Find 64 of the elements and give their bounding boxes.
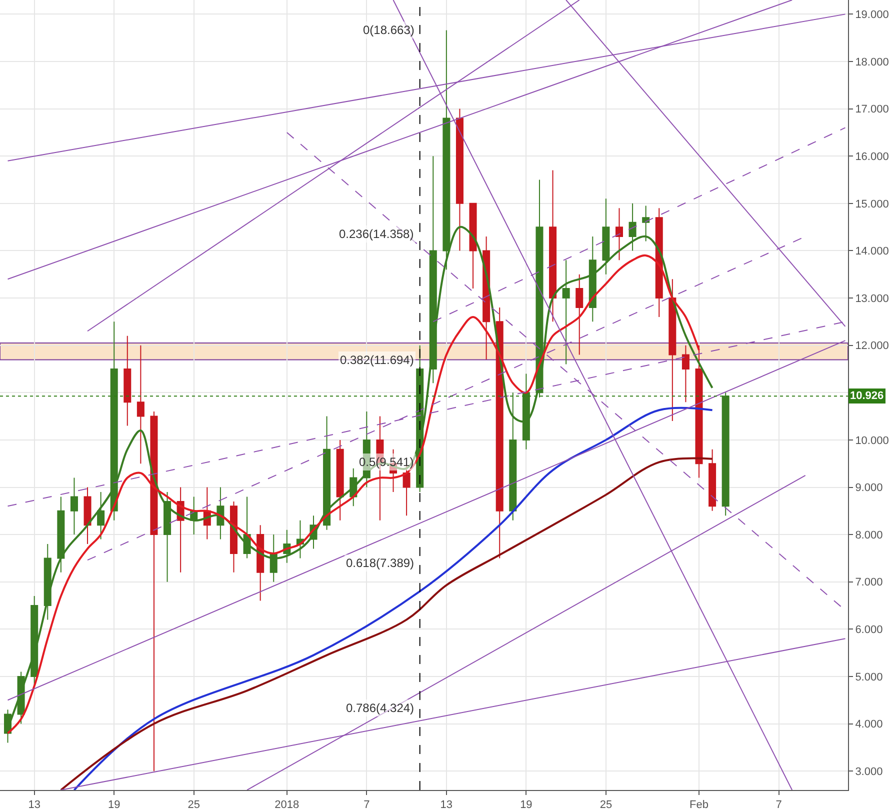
y-tick-label: 16.000 <box>855 150 889 163</box>
candlestick <box>496 306 504 559</box>
candlestick <box>576 274 584 356</box>
y-tick-label: 8.000 <box>855 529 883 542</box>
x-tick-label: 2018 <box>274 799 300 812</box>
y-tick-label: 5.000 <box>855 671 883 684</box>
candlestick <box>243 496 251 559</box>
candlestick <box>708 448 716 512</box>
annotation: 0.786(4.324) <box>346 701 414 715</box>
y-tick-label: 7.000 <box>855 576 883 589</box>
candlestick <box>456 108 464 252</box>
candlestick <box>336 439 344 521</box>
candlestick <box>270 534 278 582</box>
candlestick <box>323 416 331 530</box>
candlestick <box>695 344 703 478</box>
y-tick-label: 14.000 <box>855 246 889 258</box>
candlestick <box>70 477 78 536</box>
candlestick <box>469 202 477 290</box>
candlestick <box>588 236 596 322</box>
x-tick-label: 25 <box>188 799 200 812</box>
annotation: 0(18.663) <box>363 23 414 37</box>
candlestick <box>668 278 676 422</box>
x-tick-label: 19 <box>520 799 532 812</box>
y-tick-label: 15.000 <box>855 198 889 210</box>
y-tick-label: 9.000 <box>855 482 883 494</box>
candlestick <box>682 344 690 403</box>
candlestick <box>97 491 105 540</box>
candlestick <box>164 491 172 582</box>
candlestick <box>522 373 530 450</box>
x-tick-label: 25 <box>600 799 612 812</box>
candlestick <box>615 208 623 261</box>
y-tick-label: 12.000 <box>855 340 889 352</box>
y-tick-label: 6.000 <box>855 624 883 636</box>
y-tick-label: 17.000 <box>855 104 889 116</box>
y-tick-label: 4.000 <box>855 718 883 731</box>
annotation: 0.618(7.389) <box>346 556 414 570</box>
candlestick <box>150 411 158 772</box>
ref-line-label: 10.926 <box>850 390 884 402</box>
candlestick <box>655 208 663 318</box>
x-tick-label: 7 <box>776 799 782 812</box>
y-tick-label: 10.000 <box>855 434 889 447</box>
candlestick <box>136 344 144 464</box>
x-tick-label: 13 <box>28 799 40 812</box>
candlestick <box>722 392 730 516</box>
x-tick-label: 7 <box>364 799 370 812</box>
y-tick-label: 18.000 <box>855 56 889 68</box>
candlestick <box>110 321 118 521</box>
annotation: 0.236(14.358) <box>339 227 414 241</box>
y-tick-label: 3.000 <box>855 766 883 778</box>
candlestick <box>84 486 92 545</box>
candlestick <box>549 170 557 322</box>
annotation: 0.5(9.541) <box>359 455 414 469</box>
candlestick <box>124 335 132 426</box>
candlestick <box>562 260 570 365</box>
candlestick <box>216 486 224 540</box>
candlestick <box>44 544 52 620</box>
x-tick-label: Feb <box>690 799 708 812</box>
x-tick-label: 19 <box>108 799 120 812</box>
candlestick <box>57 496 65 573</box>
x-tick-label: 13 <box>440 799 453 812</box>
y-tick-label: 19.000 <box>855 9 889 22</box>
annotation: 0.382(11.694) <box>340 353 414 367</box>
candlestick <box>509 392 517 521</box>
y-tick-label: 13.000 <box>855 292 889 305</box>
